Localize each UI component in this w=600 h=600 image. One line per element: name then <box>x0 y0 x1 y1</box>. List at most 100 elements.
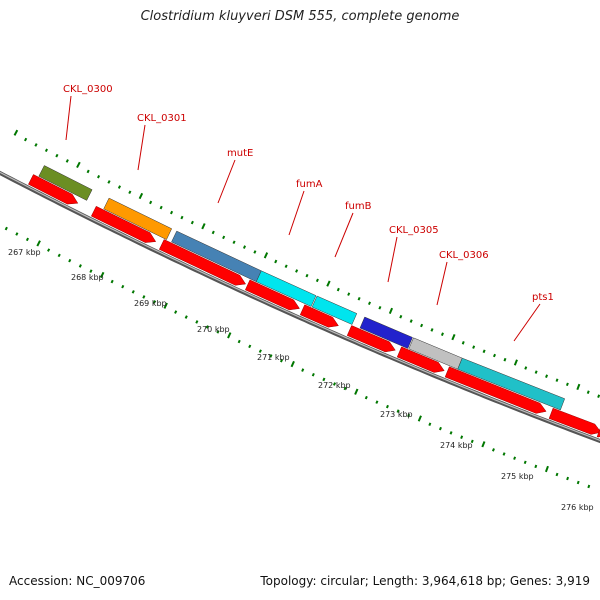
outer-tick <box>55 153 59 158</box>
gene-leader-line <box>288 190 305 236</box>
inner-tick <box>311 372 315 377</box>
cds-arrow <box>244 279 300 311</box>
outer-tick <box>576 383 581 391</box>
outer-tick <box>305 273 309 278</box>
cds-arrow <box>444 366 547 414</box>
backbone <box>0 170 600 444</box>
outer-tick <box>555 378 559 382</box>
gene-label-mute: mutE <box>227 148 253 159</box>
inner-tick <box>174 310 178 314</box>
inner-tick <box>502 452 506 456</box>
outer-tick <box>211 230 215 235</box>
inner-tick <box>47 248 51 252</box>
outer-tick <box>347 292 351 296</box>
outer-tick <box>232 240 236 245</box>
inner-tick <box>576 480 580 485</box>
accession-text: Accession: NC_009706 <box>9 574 146 588</box>
outer-tick <box>180 215 184 220</box>
inner-tick <box>216 330 220 334</box>
outer-tick <box>13 129 19 136</box>
tick-marks <box>4 129 600 489</box>
gene-label-fuma: fumA <box>296 179 323 190</box>
inner-tick <box>184 315 188 319</box>
inner-tick <box>152 300 157 304</box>
gene-block-ckl_0301 <box>103 197 173 240</box>
outer-tick <box>242 245 247 249</box>
gene-leader-line <box>513 303 541 342</box>
outer-tick <box>534 370 538 374</box>
inner-tick <box>4 226 8 231</box>
gene-leader-line <box>436 261 448 306</box>
inner-tick <box>142 295 146 299</box>
inner-tick <box>396 409 400 413</box>
inner-tick <box>36 240 41 247</box>
outer-tick <box>440 332 444 336</box>
outer-tick <box>76 161 81 169</box>
kbp-label: 268 kbp <box>71 273 104 282</box>
outer-tick <box>274 259 278 264</box>
inner-tick <box>417 415 422 422</box>
inner-tick <box>195 320 199 324</box>
outer-tick <box>513 359 518 366</box>
outer-tick <box>138 192 144 200</box>
outer-tick <box>326 280 331 287</box>
cds-arrow <box>346 325 396 353</box>
cds-arrow <box>548 407 600 435</box>
gene-labels: CKL_0300 CKL_0301 mutE fumA fumB CKL_0305 CKL_… <box>63 84 554 342</box>
cds-arrow <box>28 174 79 205</box>
inner-tick <box>322 377 326 382</box>
inner-tick <box>523 460 527 465</box>
outer-tick <box>420 323 424 328</box>
backbone-highlight <box>0 171 600 441</box>
outer-tick <box>399 314 403 319</box>
outer-tick <box>388 307 394 314</box>
outer-tick <box>315 278 319 283</box>
outer-tick <box>222 235 226 240</box>
outer-tick <box>545 374 549 378</box>
cds-arrow <box>90 205 157 243</box>
outer-tick <box>253 250 257 254</box>
kbp-label: 270 kbp <box>197 325 230 334</box>
outer-tick <box>409 319 413 323</box>
outer-tick <box>451 334 456 341</box>
outer-tick <box>34 143 38 147</box>
outer-tick <box>263 252 269 259</box>
inner-tick <box>121 284 125 289</box>
gene-label-ckl_0301: CKL_0301 <box>137 113 187 124</box>
inner-tick <box>449 431 453 435</box>
inner-tick <box>407 413 411 418</box>
gene-label-fumb: fumB <box>345 201 372 212</box>
gene-leader-line <box>387 236 398 283</box>
inner-tick <box>279 358 284 363</box>
genome-stats-text: Topology: circular; Length: 3,964,618 bp… <box>260 574 590 588</box>
kbp-label: 267 kbp <box>8 248 41 257</box>
feature-track <box>28 165 600 438</box>
gene-label-ckl_0305: CKL_0305 <box>389 225 439 236</box>
inner-tick <box>248 344 252 349</box>
kbp-label: 272 kbp <box>318 381 351 390</box>
inner-tick <box>269 354 273 358</box>
inner-tick <box>566 476 570 481</box>
gene-leader-line <box>65 95 72 141</box>
inner-tick <box>78 264 82 268</box>
outer-tick <box>503 357 507 362</box>
inner-tick <box>470 439 474 444</box>
outer-tick <box>295 269 299 273</box>
inner-tick <box>258 349 262 353</box>
gene-label-ckl_0300: CKL_0300 <box>63 84 113 95</box>
outer-tick <box>472 345 476 349</box>
inner-tick <box>131 290 135 294</box>
outer-tick <box>201 223 206 230</box>
inner-tick <box>438 426 442 431</box>
cds-arrow <box>396 346 445 373</box>
outer-tick <box>482 349 486 354</box>
outer-tick <box>284 264 288 269</box>
gene-leader-line <box>137 124 146 171</box>
inner-tick <box>25 237 29 242</box>
outer-tick <box>524 366 528 370</box>
inner-tick <box>290 360 295 368</box>
outer-tick <box>149 200 153 205</box>
inner-tick <box>110 279 114 284</box>
